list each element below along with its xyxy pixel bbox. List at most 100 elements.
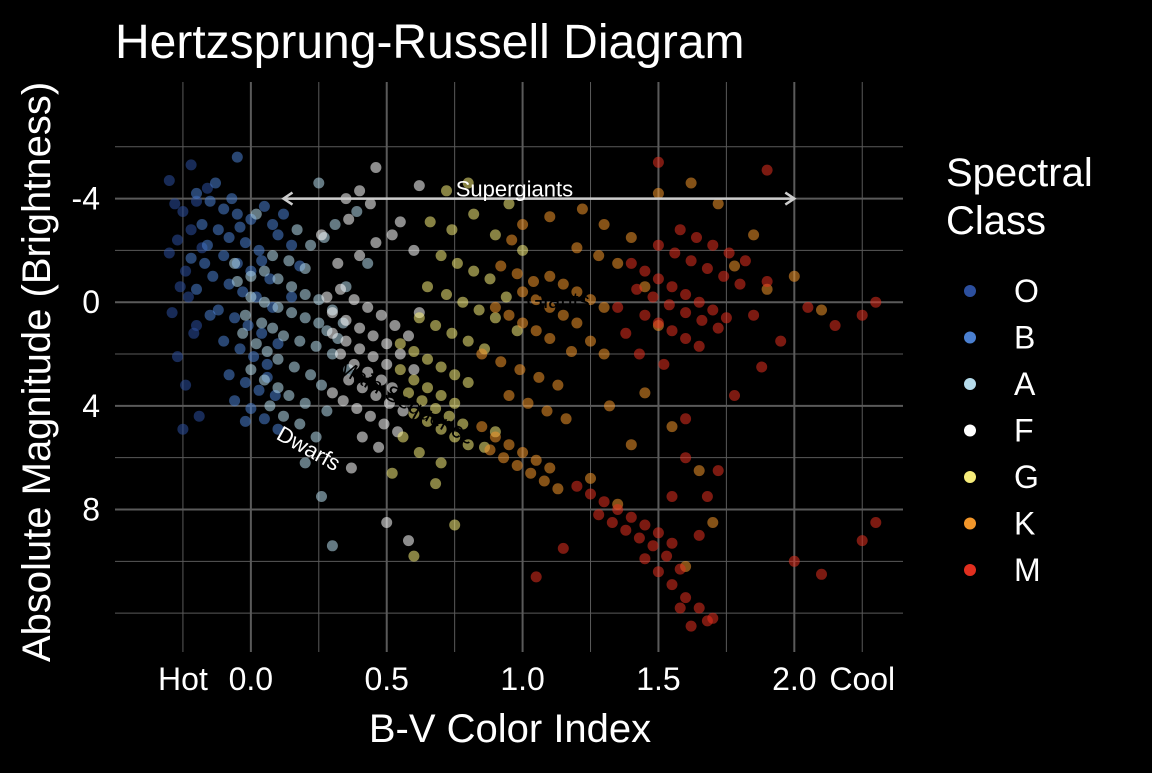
star-point-o	[174, 281, 186, 293]
star-point-a	[299, 289, 311, 300]
legend-swatch-g	[964, 471, 976, 483]
star-point-g	[451, 257, 463, 269]
legend-label-a: A	[1014, 366, 1036, 402]
star-point-a	[313, 317, 325, 329]
star-point-b	[253, 384, 265, 396]
star-point-f	[362, 366, 374, 378]
star-point-g	[430, 403, 442, 414]
star-point-b	[201, 239, 213, 251]
star-point-f	[373, 441, 385, 453]
star-point-m	[761, 164, 773, 176]
star-point-m	[829, 320, 841, 331]
star-point-k	[598, 219, 610, 230]
star-point-f	[356, 382, 368, 394]
star-point-g	[449, 519, 461, 531]
y-tick-label: 8	[82, 492, 100, 528]
star-point-m	[720, 312, 732, 324]
star-point-f	[316, 229, 327, 241]
star-point-a	[326, 540, 338, 552]
star-point-g	[422, 415, 433, 427]
star-point-a	[250, 338, 262, 350]
star-point-k	[489, 431, 501, 443]
star-point-f	[321, 291, 333, 303]
star-point-k	[666, 421, 678, 433]
star-point-f	[386, 382, 398, 394]
star-point-m	[652, 317, 664, 329]
star-point-m	[718, 270, 730, 282]
star-point-k	[729, 260, 740, 272]
star-point-g	[443, 410, 455, 422]
star-point-f	[370, 162, 382, 173]
star-point-k	[712, 198, 724, 210]
star-point-f	[326, 307, 338, 319]
star-point-m	[685, 620, 697, 632]
star-point-a	[258, 265, 270, 277]
star-point-g	[446, 327, 458, 339]
star-point-g	[449, 369, 461, 381]
star-point-g	[489, 312, 501, 324]
star-point-g	[500, 291, 512, 303]
star-point-a	[329, 219, 341, 230]
star-point-m	[734, 278, 746, 290]
star-point-f	[354, 322, 366, 334]
star-point-m	[693, 602, 705, 614]
star-point-b	[229, 312, 241, 324]
star-point-b	[239, 415, 251, 427]
star-point-k	[538, 475, 550, 487]
star-point-m	[593, 509, 605, 521]
star-point-f	[375, 374, 387, 386]
star-point-k	[598, 348, 610, 360]
star-point-f	[403, 535, 414, 547]
star-point-k	[748, 229, 760, 241]
star-point-m	[693, 529, 705, 541]
star-point-k	[544, 270, 556, 282]
star-point-f	[326, 387, 338, 399]
star-point-f	[367, 330, 379, 342]
star-point-f	[403, 330, 414, 342]
star-point-m	[701, 263, 713, 274]
star-point-a	[245, 270, 257, 282]
star-point-g	[430, 478, 442, 490]
star-point-m	[666, 281, 678, 293]
star-point-a	[258, 296, 270, 308]
star-point-f	[413, 180, 425, 192]
star-point-k	[585, 472, 596, 484]
star-point-k	[652, 187, 664, 199]
star-point-b	[256, 255, 268, 267]
star-point-k	[511, 460, 523, 471]
star-point-k	[476, 421, 488, 433]
star-point-a	[351, 206, 363, 217]
legend-swatch-k	[964, 517, 976, 530]
star-point-k	[517, 317, 529, 329]
star-point-g	[422, 382, 433, 394]
star-point-g	[441, 185, 452, 197]
star-point-o	[169, 198, 181, 210]
star-point-g	[435, 250, 447, 262]
star-point-k	[484, 444, 496, 456]
star-point-a	[316, 491, 327, 502]
star-point-m	[816, 568, 827, 580]
x-tick-label: Cool	[829, 661, 895, 697]
star-point-o	[180, 265, 192, 277]
star-point-o	[191, 195, 202, 207]
star-point-f	[381, 338, 393, 350]
star-point-k	[489, 301, 501, 313]
star-point-m	[639, 519, 651, 531]
star-point-k	[557, 278, 569, 290]
star-point-f	[364, 198, 376, 210]
star-point-m	[598, 496, 610, 508]
star-point-f	[351, 403, 363, 414]
star-point-k	[639, 387, 651, 399]
star-point-a	[229, 257, 241, 269]
star-point-m	[666, 491, 678, 502]
star-point-g	[462, 177, 474, 189]
star-point-g	[413, 447, 425, 458]
star-point-b	[212, 304, 224, 316]
star-point-b	[204, 309, 216, 321]
star-point-f	[370, 390, 382, 401]
star-point-b	[223, 369, 235, 381]
star-point-m	[680, 333, 692, 344]
star-point-a	[272, 301, 284, 313]
star-point-f	[375, 309, 387, 321]
